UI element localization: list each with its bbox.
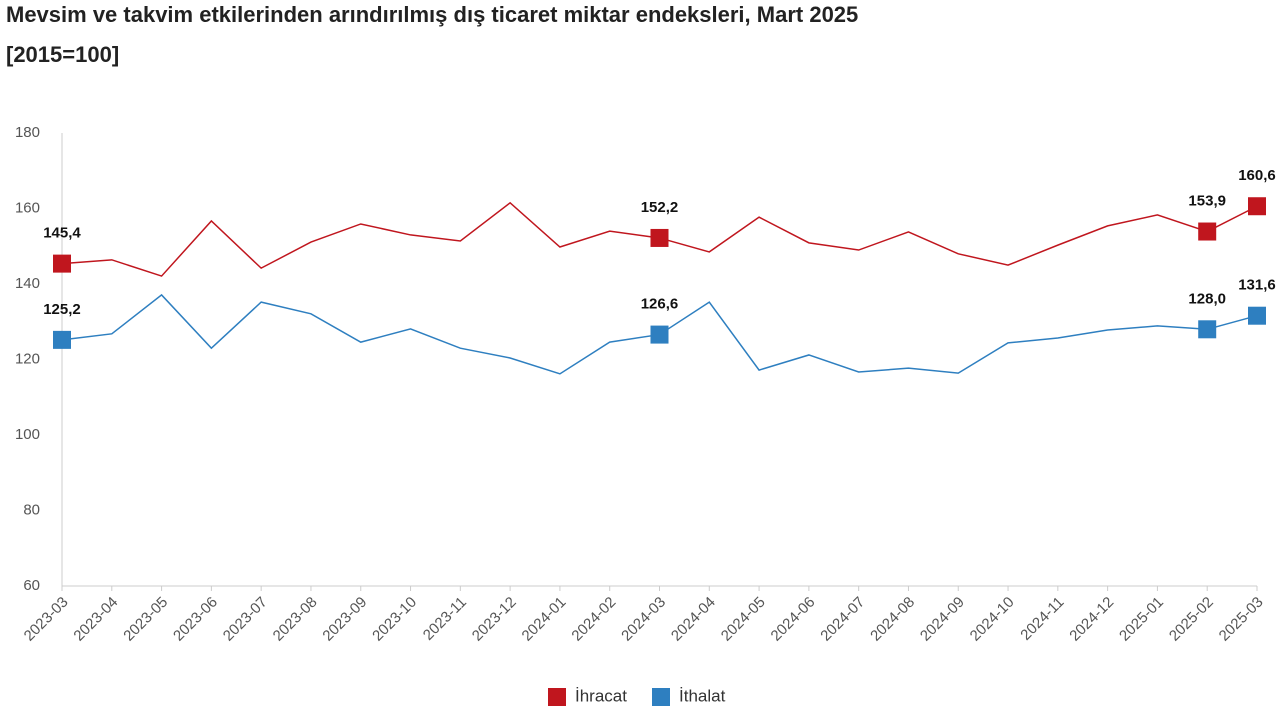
x-tick-label: 2023-09 (319, 594, 370, 645)
x-tick-label: 2023-03 (21, 594, 72, 645)
point-marker (650, 325, 669, 344)
x-tick-label: 2024-04 (668, 594, 719, 645)
value-label: 131,6 (1238, 277, 1276, 294)
point-marker (1198, 320, 1217, 339)
legend-label: İhracat (575, 686, 627, 705)
value-label: 152,2 (641, 199, 679, 216)
x-tick-label: 2024-07 (817, 594, 868, 645)
x-tick-label: 2023-12 (469, 594, 520, 645)
x-tick-label: 2025-01 (1116, 594, 1167, 645)
y-tick-label: 180 (15, 124, 40, 141)
value-label: 145,4 (43, 225, 81, 242)
y-tick-label: 60 (23, 577, 40, 594)
point-marker (1248, 306, 1266, 325)
value-label: 128,0 (1188, 290, 1226, 307)
chart-title: Mevsim ve takvim etkilerinden arındırılm… (6, 2, 858, 27)
y-tick-label: 100 (15, 426, 40, 443)
value-label: 125,2 (43, 301, 81, 318)
y-tick-label: 80 (23, 501, 40, 518)
y-tick-label: 140 (15, 275, 40, 292)
x-tick-label: 2024-02 (568, 594, 619, 645)
x-tick-label: 2025-02 (1166, 594, 1217, 645)
x-tick-label: 2024-10 (967, 594, 1018, 645)
x-tick-label: 2024-05 (718, 594, 769, 645)
x-tick-label: 2025-03 (1216, 594, 1267, 645)
legend-swatch (548, 688, 566, 706)
x-tick-label: 2023-04 (70, 594, 121, 645)
x-tick-label: 2023-11 (420, 594, 470, 644)
point-marker (53, 254, 71, 273)
x-tick-label: 2023-07 (220, 594, 271, 645)
point-marker (53, 330, 71, 349)
x-tick-label: 2024-06 (768, 594, 819, 645)
legend-label: İthalat (679, 686, 726, 705)
legend-swatch (652, 688, 670, 706)
y-tick-label: 160 (15, 199, 40, 216)
x-tick-label: 2023-05 (120, 594, 171, 645)
x-tick-label: 2024-09 (917, 594, 968, 645)
x-tick-label: 2024-08 (867, 594, 918, 645)
x-tick-label: 2023-08 (270, 594, 321, 645)
x-tick-label: 2024-12 (1066, 594, 1117, 645)
value-label: 160,6 (1238, 167, 1276, 184)
x-tick-label: 2023-06 (170, 594, 221, 645)
x-tick-label: 2024-03 (618, 594, 669, 645)
point-marker (650, 228, 669, 247)
x-tick-label: 2023-10 (369, 594, 420, 645)
y-tick-label: 120 (15, 350, 40, 367)
x-tick-label: 2024-11 (1017, 594, 1067, 644)
value-label: 153,9 (1188, 192, 1226, 209)
point-marker (1248, 197, 1266, 216)
x-tick-label: 2024-01 (519, 594, 570, 645)
value-label: 126,6 (641, 296, 679, 313)
point-marker (1198, 222, 1217, 241)
chart-subtitle: [2015=100] (6, 42, 119, 67)
